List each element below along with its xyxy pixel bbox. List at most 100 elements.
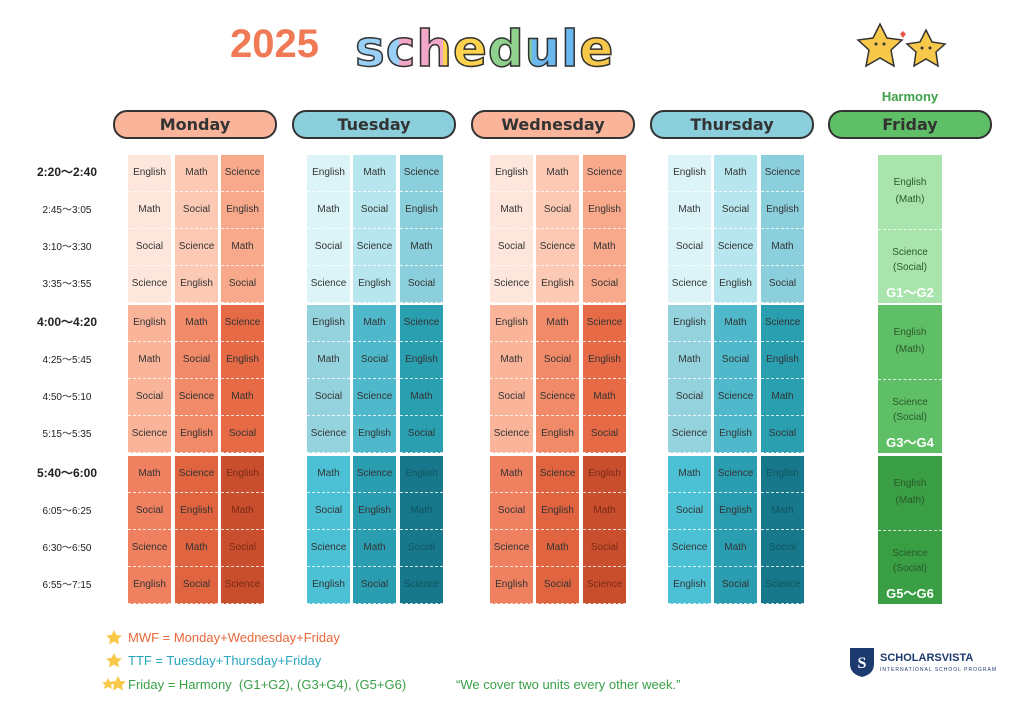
day-header: Friday [828,110,992,139]
time-label: 6:30～6:50 [42,543,92,554]
divider [878,530,942,531]
subject-cell: English [400,342,443,379]
year: 2025 [230,22,319,66]
subject-cell: English [400,192,443,229]
subject-cell: English [128,305,171,342]
subject-cell: Science [128,416,171,453]
subject-cell: Math [536,155,579,192]
subject-cell: Math [353,530,396,567]
friday-subject-alt: (Math) [895,344,925,355]
harmony-label: Harmony [881,89,939,104]
divider [878,379,942,380]
subject-cell: English [128,567,171,604]
subject-cell: English [536,266,579,303]
subject-cell: Math [221,379,264,416]
subject-cell: Math [400,229,443,266]
friday-subject: English [893,478,927,489]
subject-cell: Math [307,456,350,493]
subject-cell: Science [761,567,804,604]
grade-label: G1～G2 [886,285,934,300]
subject-cell: English [761,456,804,493]
subject-cell: Social [761,416,804,453]
time-label: 5:15～5:35 [42,429,92,440]
subject-cell: English [221,192,264,229]
subject-cell: Math [175,530,218,567]
subject-cell: English [353,416,396,453]
subject-cell: English [761,342,804,379]
subject-cell: Math [536,305,579,342]
subject-cell: Social [536,567,579,604]
subject-cell: English [307,305,350,342]
subject-cell: Math [761,379,804,416]
subject-cell: English [714,416,757,453]
grade-label: G3～G4 [886,435,934,450]
subject-cell: Social [400,530,443,567]
subject-cell: Math [761,229,804,266]
subject-cell: Social [175,567,218,604]
day-header: Thursday [650,110,814,139]
subject-cell: Science [668,266,711,303]
subject-cell: Social [714,342,757,379]
subject-cell: Science [175,379,218,416]
svg-text:S: S [858,655,867,672]
time-label: 3:10～3:30 [42,242,92,253]
subject-cell: Math [490,342,533,379]
subject-cell: Social [490,229,533,266]
subject-cell: Math [668,192,711,229]
subject-cell: Math [668,456,711,493]
subject-cell: Social [583,530,626,567]
subject-cell: English [128,155,171,192]
grade-label: G5～G6 [886,586,934,601]
friday-subject-alt: (Social) [893,262,927,273]
subject-cell: Math [490,456,533,493]
logo-shield: S [850,648,874,677]
subject-cell: Science [714,379,757,416]
subject-cell: English [221,342,264,379]
subject-cell: Science [490,416,533,453]
subject-cell: English [353,266,396,303]
time-label: 2:45～3:05 [42,205,92,216]
subject-cell: Science [714,229,757,266]
subject-cell: Social [761,266,804,303]
subject-cell: English [307,155,350,192]
subject-cell: Social [714,567,757,604]
subject-cell: Math [536,530,579,567]
subject-cell: Science [583,567,626,604]
friday-subject: Science [892,247,928,258]
friday-subject: English [893,177,927,188]
subject-cell: Science [128,530,171,567]
subject-cell: English [668,155,711,192]
legend-item: MWF = Monday+Wednesday+Friday [128,630,340,645]
subject-cell: English [536,493,579,530]
divider [878,229,942,230]
logo-name: SCHOLARSVISTA [880,652,974,664]
subject-cell: Math [353,155,396,192]
subject-cell: English [583,456,626,493]
time-label: 4:00～4:20 [36,315,98,329]
subject-cell: Social [668,229,711,266]
subject-cell: English [307,567,350,604]
time-label: 2:20～2:40 [36,165,98,179]
friday-subject: Science [892,548,928,559]
subject-cell: English [353,493,396,530]
logo-tagline: INTERNATIONAL SCHOOL PROGRAM [880,667,997,673]
subject-cell: Math [221,229,264,266]
subject-cell: Math [307,342,350,379]
subject-cell: Social [761,530,804,567]
friday-subject-alt: (Social) [893,563,927,574]
subject-cell: Science [490,530,533,567]
time-label: 6:05～6:25 [42,506,92,517]
subject-cell: English [490,567,533,604]
subject-cell: Math [714,530,757,567]
legend-item: Friday = Harmony (G1+G2), (G3+G4), (G5+G… [128,677,407,692]
subject-cell: Science [668,530,711,567]
subject-cell: Science [353,229,396,266]
subject-cell: Science [175,456,218,493]
friday-subject: Science [892,397,928,408]
legend-stars [102,630,126,691]
subject-cell: Social [175,342,218,379]
time-label: 6:55～7:15 [42,580,92,591]
subject-cell: Social [400,416,443,453]
subject-cell: Science [307,266,350,303]
subject-cell: Science [536,456,579,493]
